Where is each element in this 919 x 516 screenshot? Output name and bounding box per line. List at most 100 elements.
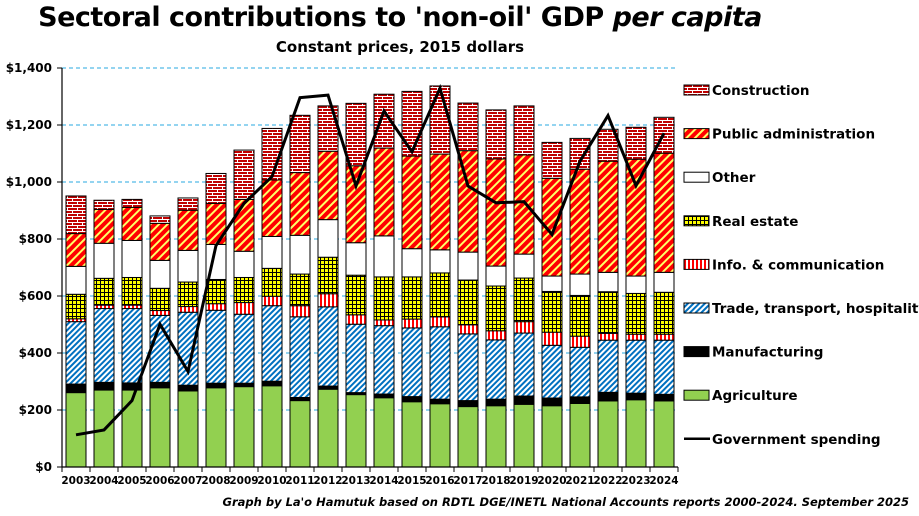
bar-segment-trade	[401, 327, 423, 398]
x-tick-label: 2019	[509, 475, 538, 487]
title-italic: per capita	[612, 2, 763, 33]
bar-segment-realestate	[653, 291, 675, 335]
legend-label: Manufacturing	[712, 345, 823, 361]
x-tick-label: 2009	[229, 475, 258, 487]
legend-swatch-realestate	[683, 215, 710, 227]
x-tick-label: 2005	[117, 475, 146, 487]
bar-segment-manufacturing	[261, 380, 283, 387]
legend-swatch-other	[683, 171, 710, 183]
bar-segment-other	[457, 251, 479, 281]
bar-segment-publicadmin	[317, 150, 339, 221]
bar-segment-info	[233, 302, 255, 315]
bar-segment-other	[93, 242, 115, 279]
bar-segment-realestate	[597, 291, 619, 334]
bar-segment-construction	[345, 102, 367, 167]
x-tick-label: 2008	[201, 475, 230, 487]
bar-segment-construction	[149, 215, 171, 224]
bar-segment-construction	[429, 85, 451, 155]
bar-segment-info	[121, 304, 143, 310]
bar-segment-info	[541, 331, 563, 346]
bar-segment-construction	[513, 105, 535, 156]
bar-segment-info	[93, 304, 115, 310]
x-tick-label: 2015	[397, 475, 426, 487]
bar-segment-trade	[653, 339, 675, 395]
government-spending-line	[75, 83, 666, 437]
legend-label: Other	[712, 170, 756, 186]
x-tick-label: 2006	[145, 475, 174, 487]
x-tick-label: 2017	[453, 475, 482, 487]
bar-segment-realestate	[233, 276, 255, 304]
bar-segment-other	[429, 249, 451, 274]
y-tick-label: $800	[19, 232, 52, 246]
bar-segment-manufacturing	[233, 382, 255, 388]
legend-label: Trade, transport, hospitality	[712, 301, 919, 317]
legend-label: Agriculture	[712, 388, 798, 404]
y-tick-label: $600	[19, 289, 52, 303]
bar-segment-other	[317, 219, 339, 258]
x-tick-label: 2003	[61, 475, 90, 487]
bar-segment-construction	[121, 198, 143, 208]
bar-segment-publicadmin	[373, 147, 395, 237]
bar-segment-manufacturing	[457, 400, 479, 408]
bar-segment-trade	[625, 339, 647, 394]
bar-segment-info	[513, 321, 535, 334]
chart-title: Sectoral contributions to 'non-oil' GDP …	[0, 2, 800, 33]
bar-segment-agriculture	[401, 401, 423, 468]
bar-segment-construction	[457, 102, 479, 152]
bar-segment-manufacturing	[149, 381, 171, 389]
bar-segment-realestate	[93, 277, 115, 306]
x-tick-label: 2010	[257, 475, 286, 487]
bar-segment-agriculture	[205, 387, 227, 468]
bar-segment-trade	[541, 344, 563, 399]
bar-segment-agriculture	[457, 406, 479, 468]
bar-segment-info	[625, 333, 647, 341]
bar-segment-realestate	[625, 292, 647, 335]
bar-segment-other	[65, 265, 87, 295]
bar-segment-publicadmin	[149, 222, 171, 261]
bar-segment-other	[485, 265, 507, 287]
bar-segment-trade	[317, 306, 339, 387]
bar-segment-info	[653, 333, 675, 341]
bar-segment-construction	[261, 127, 283, 181]
bar-segment-agriculture	[177, 390, 199, 468]
bar-segment-construction	[597, 128, 619, 162]
bar-segment-trade	[513, 332, 535, 397]
bar-segment-agriculture	[541, 405, 563, 468]
bar-segment-other	[653, 271, 675, 293]
bar-segment-construction	[541, 141, 563, 179]
bar-segment-realestate	[569, 294, 591, 337]
bar-segment-info	[289, 305, 311, 318]
bar-segment-agriculture	[429, 403, 451, 468]
legend-label: Government spending	[712, 432, 881, 448]
bar-segment-info	[205, 303, 227, 311]
bar-segment-manufacturing	[177, 384, 199, 392]
bar-segment-realestate	[373, 276, 395, 321]
bar-segment-publicadmin	[597, 160, 619, 273]
bar-segment-manufacturing	[93, 381, 115, 391]
bar-segment-construction	[569, 137, 591, 170]
bar-segment-publicadmin	[93, 208, 115, 244]
bar-segment-construction	[373, 93, 395, 149]
bar-segment-construction	[233, 149, 255, 200]
bar-segment-trade	[485, 339, 507, 400]
government-spending-line-group	[75, 83, 666, 437]
bar-segment-realestate	[121, 276, 143, 306]
y-tick-label: $1,000	[6, 175, 52, 189]
legend-label: Public administration	[712, 127, 875, 143]
bar-segment-manufacturing	[513, 395, 535, 405]
y-tick-label: $0	[35, 460, 52, 474]
bar-segment-agriculture	[65, 392, 87, 468]
bar-segment-agriculture	[653, 400, 675, 468]
bar-segment-info	[457, 324, 479, 335]
x-tick-label: 2021	[565, 475, 594, 487]
bar-segment-publicadmin	[401, 155, 423, 250]
y-tick-label: $1,200	[6, 118, 52, 132]
x-tick-label: 2014	[369, 475, 398, 487]
bar-segment-agriculture	[597, 400, 619, 468]
x-tick-label: 2007	[173, 475, 202, 487]
x-tick-label: 2011	[285, 475, 314, 487]
bar-segment-info	[401, 318, 423, 329]
bar-segment-agriculture	[233, 386, 255, 468]
bar-segment-other	[597, 271, 619, 293]
bar-segment-other	[233, 250, 255, 278]
